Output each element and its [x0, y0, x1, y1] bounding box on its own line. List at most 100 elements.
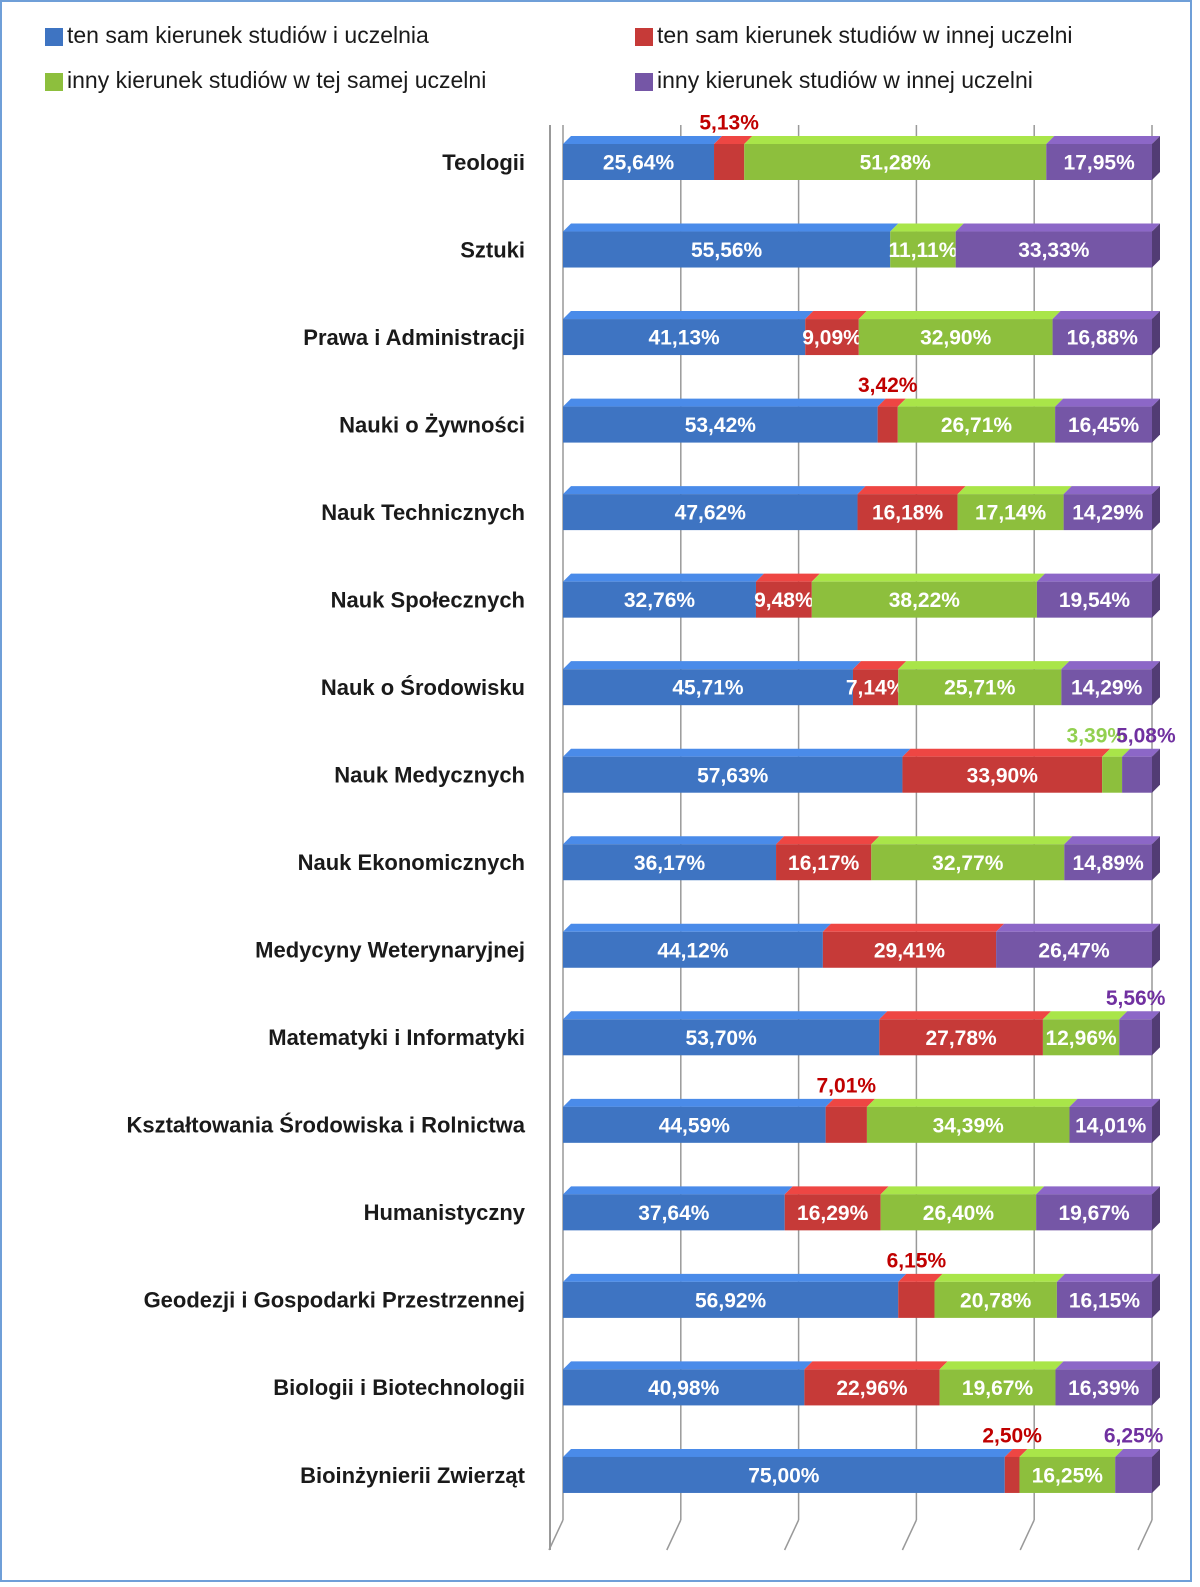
grid-line — [1019, 1519, 1035, 1551]
bar-top — [804, 1361, 948, 1370]
category-label: Sztuki — [460, 237, 525, 262]
bar — [871, 844, 1065, 881]
bar — [1004, 1456, 1020, 1493]
bar-top — [563, 311, 814, 320]
value-label: 16,17% — [788, 852, 860, 875]
bar-top — [858, 311, 1061, 320]
bar-top — [563, 923, 831, 932]
value-label: 25,71% — [944, 677, 1016, 700]
bar-top — [1036, 1186, 1160, 1195]
value-label: 17,14% — [975, 502, 1047, 525]
bar-side — [1152, 1361, 1160, 1406]
bar — [805, 319, 859, 356]
bar — [877, 406, 898, 443]
value-label: 19,67% — [1058, 1202, 1130, 1225]
value-label: 44,59% — [659, 1114, 731, 1137]
value-label: 37,64% — [638, 1202, 710, 1225]
bar-top — [744, 136, 1055, 144]
bar — [1036, 1194, 1152, 1231]
value-label: 45,71% — [672, 677, 744, 700]
value-label: 16,15% — [1069, 1289, 1141, 1312]
bar — [955, 231, 1152, 268]
category-label: Nauk Technicznych — [321, 500, 525, 525]
bar-top — [1004, 1448, 1028, 1457]
bar-top — [563, 486, 866, 495]
bar — [857, 494, 958, 531]
value-label: 14,01% — [1075, 1114, 1147, 1137]
value-label: 25,64% — [603, 152, 675, 175]
value-label: 38,22% — [889, 589, 961, 612]
bar-top — [1019, 1448, 1124, 1457]
bar — [755, 581, 812, 618]
bar-top — [1122, 748, 1160, 757]
legend-swatch — [635, 28, 653, 46]
value-label: 75,00% — [748, 1464, 820, 1487]
bar-top — [563, 836, 785, 845]
bar-top — [563, 1186, 793, 1195]
legend-label: inny kierunek studiów w tej samej uczeln… — [67, 67, 486, 93]
bar — [1052, 319, 1152, 356]
value-label: 16,88% — [1067, 327, 1139, 350]
bar — [957, 494, 1064, 531]
bar-top — [1042, 1011, 1128, 1020]
bar-top — [879, 1011, 1051, 1020]
bar-side — [1152, 836, 1160, 881]
bar-side — [1152, 311, 1160, 356]
value-label: 16,25% — [1032, 1464, 1104, 1487]
bar-side — [1152, 398, 1160, 443]
bar — [1019, 1456, 1116, 1493]
bar-side — [1152, 486, 1160, 531]
bar-side — [1152, 136, 1160, 180]
value-label: 32,90% — [920, 327, 992, 350]
value-label: 9,09% — [802, 327, 862, 350]
category-label: Nauk o Środowisku — [321, 675, 525, 700]
bar-top — [825, 1098, 875, 1107]
value-label: 34,39% — [933, 1114, 1005, 1137]
value-label: 16,29% — [797, 1202, 869, 1225]
category-label: Matematyki i Informatyki — [268, 1025, 525, 1050]
value-label: 26,40% — [923, 1202, 995, 1225]
legend-swatch — [45, 73, 63, 91]
bar — [897, 406, 1056, 443]
bar-top — [563, 748, 911, 757]
bar — [1061, 669, 1152, 706]
bar — [563, 1281, 899, 1318]
bar — [1036, 581, 1152, 618]
value-label: 41,13% — [649, 327, 721, 350]
value-label: 14,89% — [1073, 852, 1145, 875]
category-label: Nauk Ekonomicznych — [298, 850, 525, 875]
category-label: Geodezji i Gospodarki Przestrzennej — [144, 1288, 525, 1313]
bar-side — [1152, 748, 1160, 793]
bar-top — [714, 136, 753, 144]
category-label: Nauk Medycznych — [334, 763, 525, 788]
bar-side — [1152, 1448, 1160, 1493]
bar-top — [1063, 486, 1160, 495]
value-label: 3,42% — [858, 374, 918, 397]
value-label: 27,78% — [925, 1027, 997, 1050]
bar — [563, 1106, 826, 1143]
bar-top — [563, 136, 723, 144]
value-label: 2,50% — [982, 1424, 1042, 1447]
category-label: Kształtowania Środowiska i Rolnictwa — [126, 1113, 525, 1138]
bar-side — [1152, 573, 1160, 618]
value-label: 16,18% — [872, 502, 944, 525]
bar-top — [955, 223, 1160, 232]
bar — [934, 1281, 1057, 1318]
value-label: 17,95% — [1064, 152, 1136, 175]
bar-top — [563, 1098, 834, 1107]
bar-top — [898, 661, 1070, 670]
category-label: Nauki o Żywności — [339, 412, 525, 437]
bar — [996, 931, 1152, 968]
value-label: 6,15% — [887, 1249, 947, 1272]
bar — [563, 144, 715, 180]
bar-side — [1152, 1098, 1160, 1143]
bar-top — [784, 1186, 889, 1195]
bar-top — [852, 661, 907, 670]
bar — [879, 1019, 1043, 1056]
bar-top — [1061, 661, 1160, 670]
bar-top — [857, 486, 966, 495]
value-label: 26,71% — [941, 414, 1013, 437]
category-label: Bioinżynierii Zwierząt — [300, 1463, 526, 1488]
bar-side — [1152, 1011, 1160, 1056]
